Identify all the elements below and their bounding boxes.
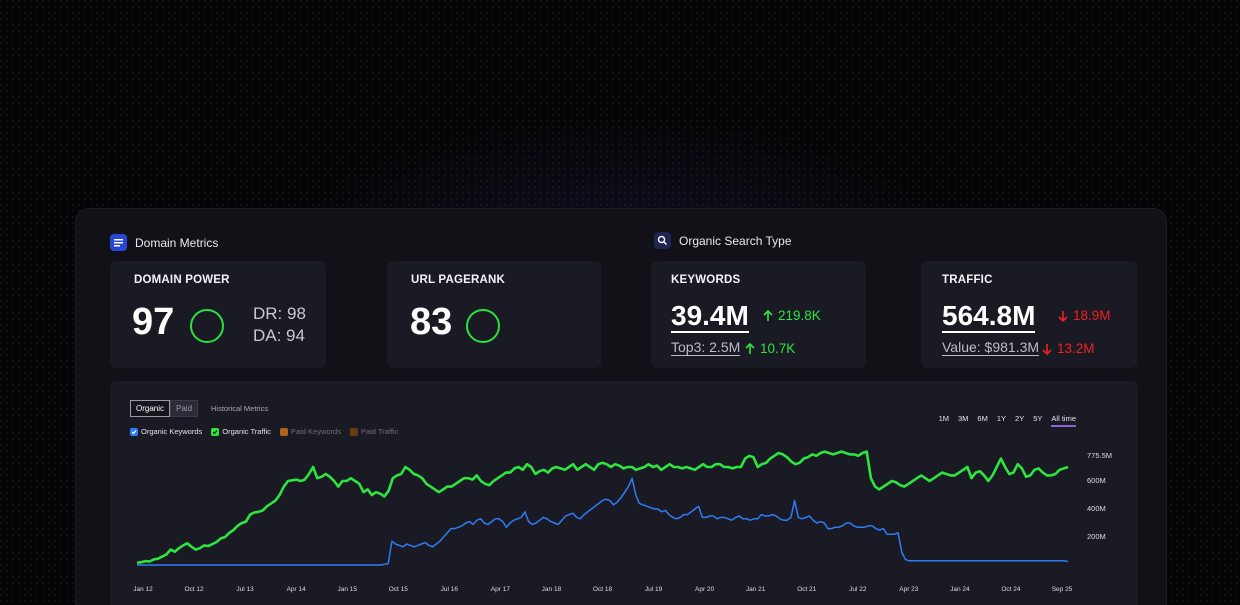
traffic-value-usd[interactable]: Value: $981.3M xyxy=(942,339,1040,356)
keywords-delta-value: 219.8K xyxy=(778,308,821,323)
url-pagerank-card: URL PAGERANK 83 xyxy=(387,261,601,368)
domain-metrics-header: Domain Metrics xyxy=(110,234,218,251)
keywords-top3-delta-value: 10.7K xyxy=(760,341,796,356)
traffic-delta-value: 18.9M xyxy=(1073,308,1111,323)
chart-legend: Organic Keywords Organic Traffic Paid Ke… xyxy=(130,427,398,436)
arrow-down-icon xyxy=(1058,310,1068,322)
x-tick-label: Apr 23 xyxy=(899,586,919,593)
keywords-top3-delta: 10.7K xyxy=(745,341,795,356)
url-pagerank-value: 83 xyxy=(410,301,453,343)
x-tick-label: Jul 13 xyxy=(236,586,254,593)
organic-search-title: Organic Search Type xyxy=(679,233,792,248)
x-tick-label: Jul 16 xyxy=(440,586,459,593)
traffic-value-delta-value: 13.2M xyxy=(1057,341,1095,356)
y-tick-label: 200M xyxy=(1087,532,1106,541)
arrow-up-icon xyxy=(763,309,773,321)
x-tick-label: Apr 20 xyxy=(695,586,715,593)
x-tick-label: Sep 25 xyxy=(1051,586,1073,593)
y-tick-label: 600M xyxy=(1087,476,1106,485)
checkbox-unchecked-icon[interactable] xyxy=(279,427,288,436)
domain-power-title: DOMAIN POWER xyxy=(134,274,230,286)
organic-keywords-line xyxy=(137,477,1069,566)
y-tick-label: 775.5M xyxy=(1087,451,1113,461)
legend-organic-keywords[interactable]: Organic Keywords xyxy=(130,427,202,436)
historical-chart-card: Organic Paid Historical Metrics Organic … xyxy=(110,381,1138,605)
range-2y[interactable]: 2Y xyxy=(1015,414,1025,423)
dr-value: DR: 98 xyxy=(253,304,306,323)
legend-label: Organic Keywords xyxy=(141,427,203,436)
keywords-card: KEYWORDS 39.4M 219.8K Top3: 2.5M 10.7K xyxy=(651,261,866,368)
x-tick-label: Jan 24 xyxy=(950,586,970,593)
x-tick-label: Oct 15 xyxy=(388,586,408,593)
x-tick-label: Jan 15 xyxy=(337,586,357,593)
domain-power-ring xyxy=(190,309,224,343)
x-tick-label: Oct 21 xyxy=(797,586,817,593)
traffic-title: TRAFFIC xyxy=(942,274,993,286)
legend-paid-keywords[interactable]: Paid Keywords xyxy=(279,427,341,436)
traffic-value[interactable]: 564.8M xyxy=(942,300,1036,333)
metrics-panel: Domain Metrics Organic Search Type DOMAI… xyxy=(75,208,1167,605)
search-icon xyxy=(654,232,671,249)
time-range-selector: 1M 3M 6M 1Y 2Y 5Y All time xyxy=(939,414,1076,427)
x-tick-label: Apr 14 xyxy=(286,586,306,593)
legend-label: Paid Keywords xyxy=(290,427,341,436)
da-value: DA: 94 xyxy=(253,326,305,345)
x-tick-label: Oct 24 xyxy=(1001,586,1021,593)
x-tick-label: Jan 18 xyxy=(541,586,562,593)
range-all-time[interactable]: All time xyxy=(1051,414,1076,427)
keywords-top3[interactable]: Top3: 2.5M xyxy=(671,339,741,356)
range-1m[interactable]: 1M xyxy=(938,414,949,423)
organic-traffic-line xyxy=(136,450,1069,565)
traffic-delta: 18.9M xyxy=(1058,308,1111,323)
arrow-up-icon xyxy=(745,342,755,354)
tab-organic[interactable]: Organic xyxy=(130,400,171,417)
x-tick-label: Jul 22 xyxy=(849,586,867,593)
legend-label: Paid Traffic xyxy=(360,427,399,436)
traffic-value-delta: 13.2M xyxy=(1042,341,1095,356)
range-5y[interactable]: 5Y xyxy=(1033,414,1043,423)
organic-paid-tabs: Organic Paid xyxy=(130,400,199,417)
domain-power-card: DOMAIN POWER 97 DR: 98 DA: 94 xyxy=(110,261,326,368)
x-tick-label: Jan 12 xyxy=(133,586,153,593)
range-6m[interactable]: 6M xyxy=(977,414,988,423)
url-pagerank-title: URL PAGERANK xyxy=(411,274,505,286)
range-3m[interactable]: 3M xyxy=(958,414,969,423)
range-1y[interactable]: 1Y xyxy=(996,414,1007,423)
domain-metrics-title: Domain Metrics xyxy=(135,235,219,250)
checkbox-checked-icon[interactable] xyxy=(130,427,138,436)
url-pagerank-ring xyxy=(466,309,500,343)
legend-organic-traffic[interactable]: Organic Traffic xyxy=(211,427,271,436)
traffic-card: TRAFFIC 564.8M 18.9M Value: $981.3M 13.2… xyxy=(921,261,1137,368)
x-tick-label: Oct 18 xyxy=(592,586,613,593)
arrow-down-icon xyxy=(1042,343,1052,355)
x-tick-label: Jan 21 xyxy=(745,586,766,593)
legend-label: Organic Traffic xyxy=(222,427,271,436)
keywords-title: KEYWORDS xyxy=(671,274,741,286)
tab-paid[interactable]: Paid xyxy=(170,400,199,417)
checkbox-checked-icon[interactable] xyxy=(211,427,220,436)
x-tick-label: Oct 12 xyxy=(184,586,204,593)
y-tick-label: 400M xyxy=(1087,504,1106,513)
document-icon xyxy=(110,234,127,251)
historical-metrics-label: Historical Metrics xyxy=(211,404,269,413)
keywords-value[interactable]: 39.4M xyxy=(671,300,749,333)
organic-search-header: Organic Search Type xyxy=(654,232,792,249)
keywords-delta: 219.8K xyxy=(763,308,821,323)
legend-paid-traffic[interactable]: Paid Traffic xyxy=(349,427,399,436)
checkbox-unchecked-icon[interactable] xyxy=(349,427,358,436)
domain-power-value: 97 xyxy=(132,301,175,343)
traffic-keywords-line-chart xyxy=(136,450,1069,566)
x-tick-label: Jul 19 xyxy=(644,586,663,593)
x-tick-label: Apr 17 xyxy=(490,586,510,593)
